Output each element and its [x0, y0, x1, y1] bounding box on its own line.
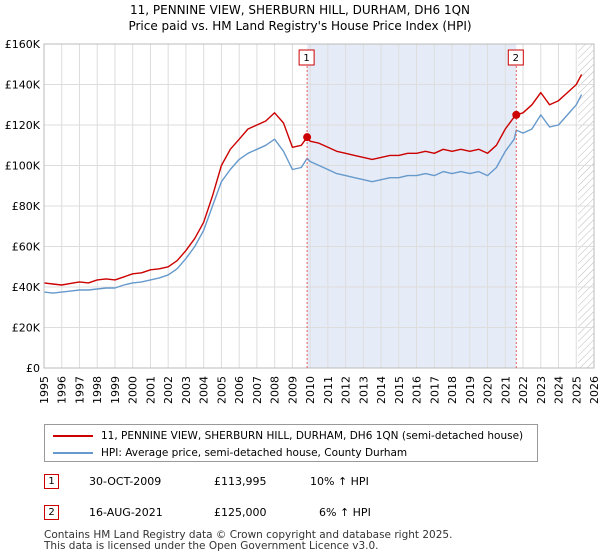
x-tick-label: 2019 — [464, 376, 477, 404]
sale-row: 1 30-OCT-2009 £113,995 10% ↑ HPI — [44, 474, 444, 492]
footer-licence: This data is licensed under the Open Gov… — [44, 540, 379, 552]
sale-marker-box — [298, 49, 315, 66]
x-tick-label: 2005 — [215, 376, 228, 404]
sale-hpi-change: 6% ↑ HPI — [319, 506, 371, 519]
x-tick-label: 2014 — [375, 376, 388, 404]
sale-date: 30-OCT-2009 — [89, 475, 162, 488]
legend-label-property: 11, PENNINE VIEW, SHERBURN HILL, DURHAM,… — [101, 430, 524, 442]
chart-title: 11, PENNINE VIEW, SHERBURN HILL, DURHAM,… — [129, 3, 471, 17]
sale-point — [303, 133, 312, 142]
y-tick-label: £60K — [12, 241, 41, 254]
sale-badge: 1 — [44, 474, 59, 489]
x-tick-label: 1998 — [91, 376, 104, 404]
x-tick-label: 2008 — [269, 376, 282, 404]
legend-item-property: 11, PENNINE VIEW, SHERBURN HILL, DURHAM,… — [53, 428, 523, 444]
chart-legend: 11, PENNINE VIEW, SHERBURN HILL, DURHAM,… — [44, 424, 538, 462]
x-tick-label: 2015 — [393, 376, 406, 404]
y-tick-label: £20K — [12, 322, 41, 335]
x-tick-label: 2011 — [322, 376, 335, 404]
x-tick-label: 1997 — [73, 376, 86, 404]
x-tick-label: 2013 — [357, 376, 370, 404]
x-tick-label: 2007 — [251, 376, 264, 404]
y-tick-label: £140K — [5, 79, 41, 92]
legend-swatch-property — [53, 435, 93, 437]
footer-copyright: Contains HM Land Registry data © Crown c… — [44, 529, 453, 541]
sale-price: £125,000 — [214, 506, 267, 519]
y-tick-label: £100K — [5, 160, 41, 173]
y-tick-label: £120K — [5, 119, 41, 132]
x-tick-label: 2009 — [286, 376, 299, 404]
x-tick-label: 2006 — [233, 376, 246, 404]
x-tick-label: 2004 — [198, 376, 211, 404]
x-tick-label: 1996 — [56, 376, 69, 404]
legend-item-hpi: HPI: Average price, semi-detached house,… — [53, 445, 407, 461]
price-chart: £0 £20K £40K £60K £80K £100K £120K £140K £160K 19… — [5, 38, 600, 404]
x-tick-label: 2023 — [535, 376, 548, 404]
plot-frame — [43, 43, 595, 369]
sale-badge: 2 — [44, 505, 59, 520]
x-tick-label: 2022 — [517, 376, 530, 404]
x-tick-label: 2025 — [570, 376, 583, 404]
y-tick-label: £40K — [12, 281, 41, 294]
x-tick-label: 2018 — [446, 376, 459, 404]
x-tick-label: 2024 — [553, 376, 566, 404]
sale-point — [512, 110, 521, 119]
x-tick-label: 2026 — [588, 376, 600, 404]
x-tick-label: 2020 — [482, 376, 495, 404]
footer: Contains HM Land Registry data © Crown c… — [44, 530, 452, 552]
y-tick-label: £0 — [26, 362, 40, 375]
property-series-line — [43, 74, 583, 286]
x-tick-label: 2003 — [180, 376, 193, 404]
x-tick-label: 2012 — [340, 376, 353, 404]
x-tick-label: 2021 — [499, 376, 512, 404]
x-tick-label: 2010 — [304, 376, 317, 404]
x-tick-label: 2001 — [144, 376, 157, 404]
sale-date: 16-AUG-2021 — [89, 506, 163, 519]
x-tick-label: 2002 — [162, 376, 175, 404]
legend-swatch-hpi — [53, 452, 93, 454]
legend-label-hpi: HPI: Average price, semi-detached house,… — [101, 447, 408, 459]
sale-marker-label: 1 — [303, 53, 309, 64]
x-tick-label: 2017 — [428, 376, 441, 404]
hpi-series-line — [43, 94, 583, 294]
sale-hpi-change: 10% ↑ HPI — [310, 475, 369, 488]
y-tick-label: £160K — [5, 38, 41, 51]
x-tick-label: 2000 — [127, 376, 140, 404]
sale-marker-label: 2 — [513, 53, 519, 64]
sale-price: £113,995 — [214, 475, 267, 488]
y-tick-label: £80K — [12, 200, 41, 213]
x-tick-label: 2016 — [411, 376, 424, 404]
x-tick-label: 1995 — [38, 376, 51, 404]
x-tick-label: 1999 — [109, 376, 122, 404]
sale-row: 2 16-AUG-2021 £125,000 6% ↑ HPI — [44, 505, 444, 523]
sale-marker-box — [507, 49, 524, 66]
chart-subtitle: Price paid vs. HM Land Registry's House … — [128, 19, 472, 33]
